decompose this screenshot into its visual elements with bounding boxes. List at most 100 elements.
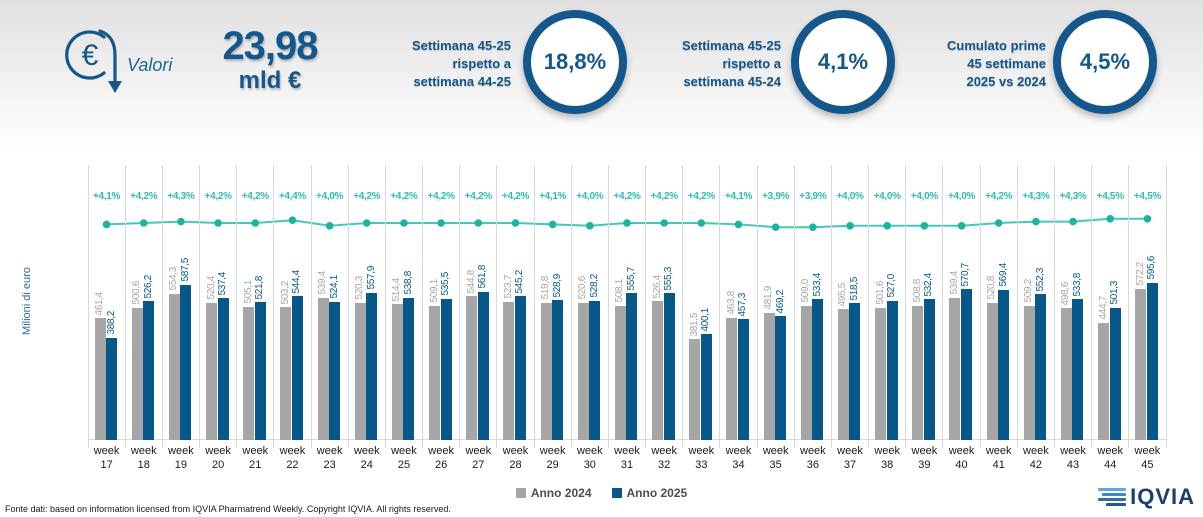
kpi-value: 4,5% [1079, 49, 1131, 74]
bar-value-label: 501,3 [1109, 281, 1121, 305]
gridline [756, 165, 758, 448]
pct-growth-label: +3,9% [799, 191, 827, 202]
week-tick-label: week 24 [353, 445, 380, 471]
bar-anno2025-w30 [589, 300, 601, 440]
kpi-label-line: rispetto a [452, 56, 511, 71]
kpi-label-line: Cumulato prime [947, 38, 1046, 53]
week-axis: week 17 week 18 week 19 week 20 week 21 week 22 week… [88, 444, 1166, 476]
bar-value-label: 400,1 [700, 307, 712, 332]
pct-line-marker [846, 222, 854, 230]
pct-line-marker [623, 219, 631, 227]
bar-value-label: 539,4 [948, 271, 960, 295]
gridline [1053, 165, 1055, 448]
week-tick-label: week 42 [1023, 445, 1049, 471]
week-tick-label: week 22 [279, 445, 306, 471]
iqvia-logo: IQVIA [1098, 486, 1195, 508]
bar-value-label: 520,4 [205, 276, 217, 300]
bar-value-label: 532,4 [923, 272, 935, 297]
bar-value-label: 538,8 [402, 271, 414, 295]
bar-value-label: 508,8 [911, 279, 923, 303]
bar-value-label: 508,1 [614, 279, 626, 303]
iqvia-lines-icon [1098, 488, 1127, 506]
gridline [1128, 165, 1130, 448]
pct-growth-label: +4,3% [167, 191, 195, 202]
week-tick-label: week 19 [168, 445, 194, 471]
pct-line-marker [511, 219, 520, 227]
bar-anno2025-w26 [440, 298, 452, 440]
legend-swatch-2024 [515, 488, 526, 498]
svg-text:€: € [82, 39, 99, 72]
pct-line-marker [362, 219, 371, 227]
gridline [236, 165, 238, 448]
bar-anno2025-w41 [998, 289, 1010, 440]
bar-value-label: 500,6 [131, 281, 143, 305]
gridline [682, 165, 684, 448]
bar-value-label: 527,0 [886, 274, 898, 298]
bar-anno2025-w24 [366, 292, 378, 440]
bar-anno2024-w39 [912, 305, 924, 440]
bar-anno2024-w41 [986, 302, 998, 440]
bar-anno2024-w36 [800, 305, 812, 440]
bar-anno2024-w40 [949, 297, 961, 440]
pct-growth-label: +3,9% [762, 191, 790, 202]
bar-anno2024-w42 [1023, 305, 1035, 440]
bar-value-label: 469,2 [774, 289, 786, 314]
pct-line-marker [102, 220, 111, 229]
values-section-label: Valori [127, 55, 173, 75]
bar-anno2024-w32 [652, 301, 664, 440]
week-tick-label: week 31 [614, 445, 640, 471]
week-tick-label: week 34 [725, 445, 752, 471]
bar-value-label: 595,6 [1146, 256, 1158, 280]
kpi-label-line: 45 settimane [967, 56, 1046, 71]
pct-line-marker [1106, 215, 1115, 223]
week-tick-label: week 29 [539, 445, 566, 471]
data-source-note: Fonte dati: based on information license… [5, 504, 451, 514]
bar-anno2024-w18 [131, 307, 143, 440]
kpi-label-line: settimana 44-25 [413, 74, 511, 89]
bar-anno2025-w42 [1035, 294, 1047, 440]
kpi-week-vs-prev-year-value-circle: 4,1% [791, 10, 895, 114]
bar-value-label: 523,7 [502, 275, 514, 299]
week-tick-label: week 37 [837, 445, 863, 471]
bar-value-label: 533,4 [811, 272, 823, 297]
bar-anno2025-w33 [700, 334, 712, 440]
bar-value-label: 519,8 [540, 276, 552, 300]
bar-anno2024-w38 [875, 307, 887, 440]
pct-line-marker [437, 219, 445, 227]
bar-anno2024-w30 [577, 302, 589, 440]
pct-line-marker [586, 222, 594, 230]
gridline [533, 165, 535, 448]
bar-value-label: 544,4 [291, 269, 303, 294]
bar-value-label: 552,3 [1034, 267, 1046, 292]
bar-anno2024-w34 [726, 317, 738, 440]
gridline [868, 165, 870, 448]
y-axis-title: Milioni di euro [21, 267, 33, 335]
bar-anno2025-w20 [217, 298, 229, 440]
pct-growth-line [102, 215, 1152, 231]
bar-anno2024-w23 [317, 297, 329, 440]
week-tick-label: week 23 [316, 445, 343, 471]
pct-growth-label: +4,0% [836, 191, 864, 202]
bar-value-label: 554,3 [168, 267, 180, 291]
bar-value-label: 521,8 [254, 275, 266, 300]
pct-line-marker [920, 222, 929, 230]
legend-item-anno-2025: Anno 2025 [611, 486, 687, 500]
bar-value-label: 557,9 [365, 266, 377, 290]
gridline [1016, 165, 1018, 448]
euro-down-arrow-icon: € [65, 29, 122, 93]
bar-anno2025-w34 [737, 319, 749, 440]
bar-anno2024-w43 [1060, 308, 1072, 440]
week-tick-label: week 18 [130, 445, 157, 471]
pct-line-marker [474, 219, 483, 227]
bar-value-label: 495,5 [837, 282, 849, 307]
bar-value-label: 520,8 [986, 275, 998, 300]
gridline [1091, 165, 1093, 448]
week-tick-label: week 32 [651, 445, 677, 471]
bar-anno2024-w20 [206, 302, 218, 440]
pct-line-marker [177, 217, 185, 226]
bar-anno2025-w45 [1146, 282, 1158, 440]
pct-growth-label: +4,2% [501, 191, 530, 202]
bar-anno2024-w25 [391, 304, 403, 440]
legend-item-anno-2024: Anno 2024 [515, 486, 592, 500]
pct-line-marker [809, 223, 817, 231]
